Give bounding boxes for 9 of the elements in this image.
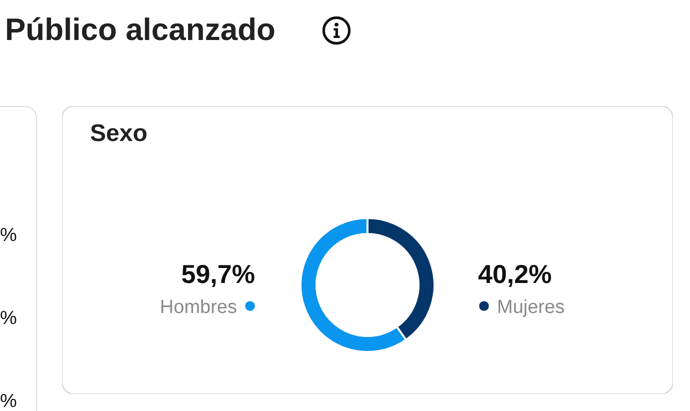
chart-title: Sexo xyxy=(90,120,148,147)
data-label: 59,7% xyxy=(181,259,255,289)
legend-label: Mujeres xyxy=(497,297,565,318)
text: % xyxy=(0,225,17,247)
text: % xyxy=(0,308,17,330)
text: Público alcanzado xyxy=(5,12,276,48)
data-label: 40,2% xyxy=(478,259,552,289)
slice-label: Hombres xyxy=(160,297,237,318)
text: % xyxy=(0,391,17,411)
